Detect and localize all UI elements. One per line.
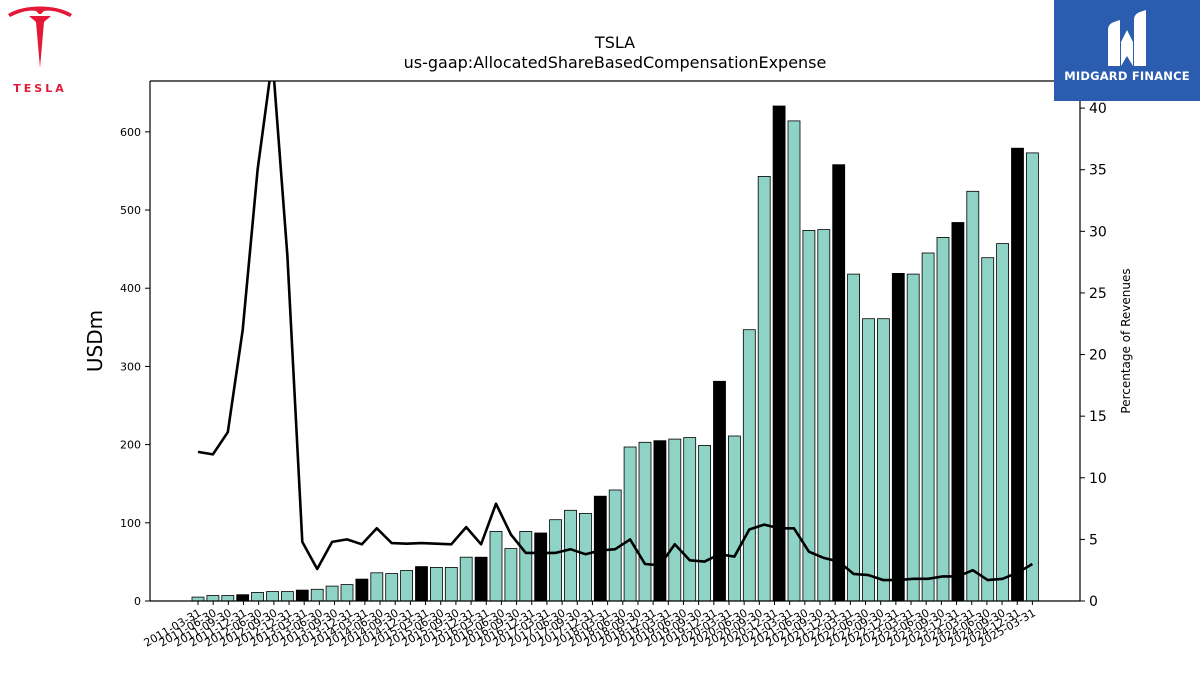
bar-2014-09-30 <box>400 570 414 602</box>
bar-2019-06-30 <box>683 437 697 602</box>
bar-2014-06-30 <box>385 573 399 602</box>
y2-tick-label-25: 25 <box>1089 286 1107 302</box>
bar-2013-09-30 <box>340 584 354 602</box>
tesla-wordmark: TESLA <box>13 82 67 95</box>
bar-2022-09-30 <box>877 318 890 602</box>
y2-tick-label-35: 35 <box>1089 163 1107 179</box>
midgard-finance-name: MIDGARD FINANCE <box>1064 69 1190 83</box>
chart-title: TSLA <box>594 33 635 52</box>
bar-2016-06-30 <box>504 548 518 602</box>
bar-2013-12-31 <box>355 578 369 602</box>
bar-2023-09-30 <box>936 236 950 602</box>
bar-2017-12-31 <box>593 495 607 602</box>
bar-2014-12-31 <box>415 566 428 602</box>
y2-tick-label-10: 10 <box>1089 471 1107 487</box>
bar-2023-03-31 <box>906 273 920 602</box>
bar-2018-12-31 <box>653 440 667 602</box>
y2-tick-label-5: 5 <box>1089 532 1098 548</box>
bar-2025-03-31 <box>1026 152 1039 602</box>
y-axis-label: USDm <box>83 310 107 372</box>
bar-2011-09-30 <box>221 595 235 602</box>
bar-2017-06-30 <box>564 509 577 602</box>
bar-2024-06-30 <box>981 257 995 602</box>
bar-2020-09-30 <box>757 175 771 602</box>
bar-2022-12-31 <box>891 272 905 602</box>
y-tick-label-100: 100 <box>120 517 141 530</box>
bar-2015-09-30 <box>459 556 473 602</box>
bar-2013-06-30 <box>325 585 339 602</box>
bar-2024-09-30 <box>996 243 1009 602</box>
bar-2012-12-31 <box>295 589 309 602</box>
bar-2023-12-31 <box>951 222 965 602</box>
y-tick-label-500: 500 <box>120 204 141 217</box>
bar-2024-03-31 <box>966 190 980 602</box>
bar-2022-03-31 <box>847 273 860 602</box>
y-tick-label-200: 200 <box>120 439 141 452</box>
y-tick-label-0: 0 <box>134 595 141 608</box>
y2-tick-label-30: 30 <box>1089 224 1107 240</box>
bar-2019-09-30 <box>698 444 711 602</box>
bar-2011-12-31 <box>236 594 250 602</box>
bar-2015-12-31 <box>474 556 488 602</box>
bar-2019-12-31 <box>713 380 726 602</box>
bar-2020-03-31 <box>728 435 741 602</box>
bar-2019-03-31 <box>668 438 682 602</box>
bar-2023-06-30 <box>921 252 935 602</box>
tesla-logo: TESLA <box>0 0 80 100</box>
bar-2013-03-31 <box>310 588 324 602</box>
y-tick-label-300: 300 <box>120 360 141 373</box>
y-tick-label-400: 400 <box>120 282 141 295</box>
bar-2024-12-31 <box>1011 147 1024 602</box>
revenue-percentage-line <box>197 81 1034 582</box>
bar-2020-06-30 <box>742 329 756 602</box>
chart-subtitle: us-gaap:AllocatedShareBasedCompensationE… <box>404 53 827 72</box>
y-tick-label-600: 600 <box>120 126 141 139</box>
y2-tick-label-40: 40 <box>1089 101 1107 117</box>
bar-2016-09-30 <box>519 531 533 602</box>
bar-2016-03-31 <box>489 531 503 602</box>
bar-2016-12-31 <box>534 532 548 602</box>
bar-2015-06-30 <box>444 567 458 602</box>
bar-2014-03-31 <box>370 572 384 602</box>
bar-2017-09-30 <box>579 513 592 602</box>
plot-area: 010020030040050060005101520253035402011-… <box>120 80 1107 650</box>
midgard-finance-badge: MIDGARD FINANCE <box>1054 0 1200 101</box>
bar-2012-09-30 <box>280 591 294 602</box>
midgard-m-icon <box>1108 10 1146 66</box>
bar-2015-03-31 <box>429 567 443 602</box>
tesla-t-icon <box>8 6 72 68</box>
y2-tick-label-20: 20 <box>1089 348 1107 364</box>
bar-2012-06-30 <box>266 591 279 602</box>
y2-tick-label-0: 0 <box>1089 594 1098 610</box>
bar-2021-12-31 <box>832 164 846 602</box>
y2-tick-label-15: 15 <box>1089 409 1107 425</box>
bar-2022-06-30 <box>862 318 875 602</box>
bar-2018-09-30 <box>638 441 652 602</box>
bar-2021-09-30 <box>817 229 831 602</box>
bar-2017-03-31 <box>549 519 562 602</box>
bar-2018-06-30 <box>623 446 637 602</box>
y2-axis-label: Percentage of Revenues <box>1119 268 1133 413</box>
bar-2011-06-30 <box>206 595 220 602</box>
bar-2012-03-31 <box>251 592 265 602</box>
